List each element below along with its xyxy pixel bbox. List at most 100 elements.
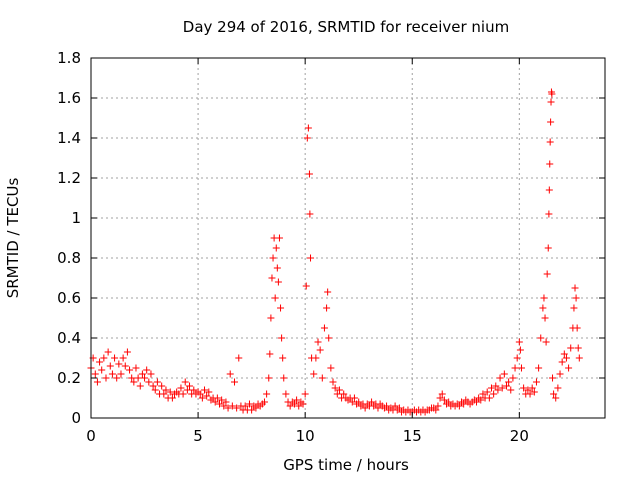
y-tick-label: 0.6 (57, 289, 81, 307)
y-tick-label: 0 (71, 409, 81, 427)
data-point (96, 358, 104, 366)
data-point (196, 390, 204, 398)
data-point (325, 334, 333, 342)
data-point (560, 350, 568, 358)
data-point (383, 402, 391, 410)
data-point (216, 400, 223, 408)
data-point (245, 400, 253, 408)
data-point (547, 118, 555, 126)
data-point (574, 344, 582, 352)
data-point (473, 398, 480, 406)
data-point (183, 386, 191, 394)
data-point (333, 390, 341, 398)
data-point (205, 388, 213, 396)
data-point (540, 294, 548, 302)
data-point (108, 370, 116, 378)
data-point (556, 370, 564, 378)
data-point (331, 384, 339, 392)
data-point (149, 382, 157, 390)
data-point (203, 392, 211, 400)
data-point (310, 370, 318, 378)
data-point (134, 374, 142, 382)
data-point (432, 406, 440, 414)
data-point (181, 378, 189, 386)
data-point (526, 390, 534, 398)
data-point (374, 404, 382, 412)
data-point (269, 254, 277, 262)
data-point (498, 384, 506, 392)
data-point (280, 374, 288, 382)
data-point (572, 294, 580, 302)
data-point (541, 314, 549, 322)
data-point (226, 370, 234, 378)
data-point (550, 390, 558, 398)
data-point (218, 396, 226, 404)
data-point (549, 374, 557, 382)
data-point (316, 346, 324, 354)
data-point (477, 396, 485, 404)
data-point (348, 398, 356, 406)
data-point (324, 288, 332, 296)
data-point (279, 354, 287, 362)
data-point (304, 124, 312, 132)
data-point (505, 378, 513, 386)
y-tick-label: 0.8 (57, 249, 81, 267)
data-point (537, 334, 545, 342)
data-point (455, 402, 463, 410)
data-point (282, 390, 290, 398)
data-point (299, 400, 307, 408)
y-tick-label: 1.2 (57, 169, 81, 187)
data-point (162, 386, 170, 394)
data-point (260, 398, 268, 406)
data-point (323, 304, 331, 312)
data-point (286, 402, 294, 410)
data-point (126, 366, 134, 374)
data-point (335, 386, 343, 394)
data-point (500, 370, 508, 378)
data-point (438, 390, 446, 398)
data-point (554, 384, 562, 392)
data-point (303, 134, 311, 142)
data-point (483, 388, 491, 396)
data-point (117, 370, 125, 378)
data-point (132, 364, 140, 372)
data-point (248, 406, 256, 414)
data-point (490, 390, 498, 398)
data-point (361, 404, 369, 412)
y-tick-label: 1.6 (57, 89, 81, 107)
data-point (507, 386, 515, 394)
data-point (571, 284, 579, 292)
x-tick-label: 0 (86, 427, 96, 445)
data-point (542, 338, 550, 346)
data-point (548, 90, 556, 98)
data-point (460, 400, 468, 408)
data-point (517, 364, 525, 372)
data-point (485, 394, 493, 402)
data-point (290, 400, 298, 408)
data-point (293, 396, 301, 404)
data-point (141, 374, 149, 382)
data-point (320, 324, 328, 332)
data-point (160, 390, 168, 398)
data-point (224, 404, 232, 412)
data-point (502, 382, 510, 390)
data-point (532, 378, 540, 386)
data-point (136, 382, 144, 390)
data-point (211, 398, 219, 406)
data-point (121, 362, 129, 370)
y-tick-label: 1 (71, 209, 81, 227)
chart-title: Day 294 of 2016, SRMTID for receiver niu… (183, 18, 509, 36)
data-point (545, 210, 553, 218)
data-point (546, 160, 554, 168)
data-point (252, 404, 260, 412)
data-point (230, 378, 238, 386)
data-point (355, 398, 363, 406)
data-point (273, 264, 281, 272)
data-point (543, 270, 551, 278)
data-point (266, 350, 274, 358)
data-point (295, 402, 303, 410)
data-point (350, 394, 358, 402)
data-point (158, 382, 166, 390)
data-point (395, 404, 403, 412)
data-point (530, 388, 538, 396)
